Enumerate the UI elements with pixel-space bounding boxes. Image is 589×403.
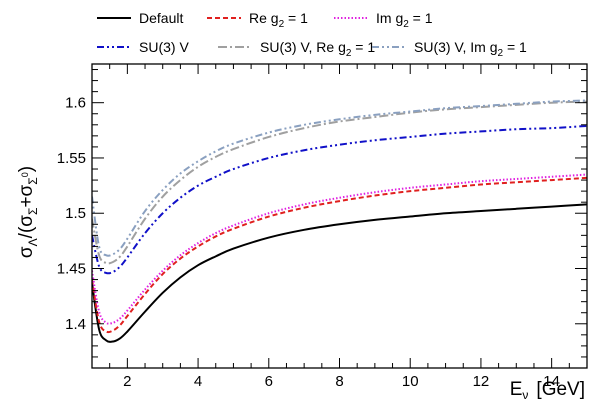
x-axis-title-main: E [510, 379, 523, 400]
y-tick-label: 1.5 [65, 205, 86, 222]
y-axis-plus: + [16, 196, 37, 207]
y-tick-label: 1.55 [57, 150, 86, 167]
y-axis-sigma-zero: Σ [26, 177, 40, 184]
series-line-0 [92, 203, 587, 343]
legend-label-1: Re g2 = 1 [249, 10, 308, 30]
x-tick-label: 14 [543, 373, 560, 390]
x-axis-title: Eν [GeV] [510, 379, 585, 402]
legend: Default Re g2 = 1 Im g2 = 1 SU(3) V SU(3) V,… [97, 10, 527, 59]
series-line-4 [92, 100, 587, 265]
x-tick-label: 12 [473, 373, 490, 390]
legend-label-2: Im g2 = 1 [376, 10, 433, 30]
x-tick-label: 2 [123, 373, 131, 390]
x-axis-title-sub: ν [522, 388, 528, 402]
x-axis-title-unit: [GeV] [536, 379, 585, 400]
y-axis-sigma-plus: Σ [26, 208, 40, 215]
y-tick-label: 1.45 [57, 261, 86, 278]
y-axis-lambda: Λ [26, 238, 40, 246]
y-axis-zero: 0 [20, 172, 30, 177]
y-tick-label: 1.6 [65, 95, 86, 112]
series-line-1 [92, 176, 587, 334]
series-line-3 [92, 124, 587, 275]
y-axis-sigma3: σ [16, 184, 37, 196]
x-tick-label: 6 [265, 373, 273, 390]
plot-area: 2 4 6 8 10 12 14 1.4 1.45 1.5 1.55 1.6 [57, 63, 588, 390]
y-axis-title: σΛ/(σΣ+σΣ0) [16, 166, 40, 258]
x-tick-label: 4 [194, 373, 202, 390]
y-axis: 1.4 1.45 1.5 1.55 1.6 [57, 69, 587, 369]
y-axis-sigma2: σ [16, 215, 37, 227]
y-axis-close: ) [16, 166, 37, 172]
legend-label-0: Default [139, 10, 183, 26]
legend-label-5: SU(3) V, Im g2 = 1 [414, 39, 527, 59]
series-layer [92, 99, 587, 343]
x-tick-label: 10 [402, 373, 419, 390]
y-tick-label: 1.4 [65, 316, 86, 333]
series-line-5 [92, 99, 587, 257]
y-axis-sigma: σ [16, 246, 37, 258]
x-axis: 2 4 6 8 10 12 14 [91, 64, 588, 390]
y-axis-slash: /( [16, 226, 37, 238]
x-tick-label: 8 [335, 373, 343, 390]
legend-label-4: SU(3) V, Re g2 = 1 [260, 39, 375, 59]
legend-label-3: SU(3) V [139, 39, 189, 55]
